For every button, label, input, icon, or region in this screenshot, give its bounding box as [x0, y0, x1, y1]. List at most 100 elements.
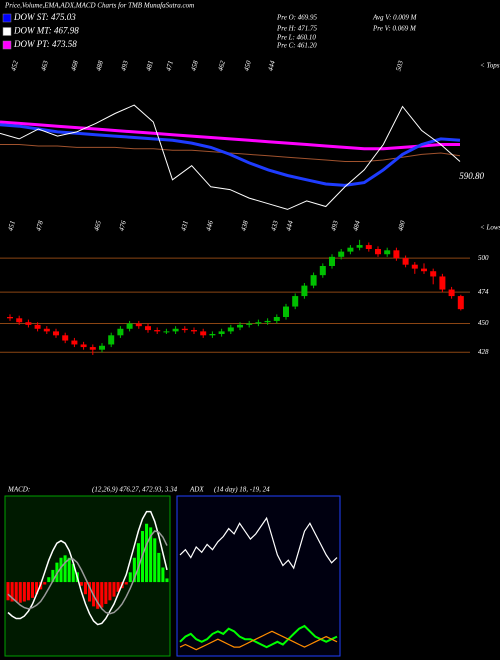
macd-bar	[100, 582, 104, 608]
candle-body	[283, 306, 289, 317]
stat-text: Pre V: 0.069 M	[372, 25, 417, 33]
candle-body	[457, 296, 464, 310]
macd-bar	[104, 582, 108, 604]
y-tick-label: 500	[478, 254, 489, 262]
top-label: 493	[119, 59, 130, 72]
candle-body	[393, 250, 400, 259]
macd-title: MACD:	[7, 486, 30, 494]
top-label: 450	[242, 59, 253, 72]
low-label: 433	[269, 219, 280, 232]
candle-body	[71, 340, 78, 345]
y-tick-label: 450	[478, 319, 489, 327]
stat-text: Pre H: 471.75	[276, 25, 317, 33]
macd-bar	[26, 582, 30, 601]
macd-bar	[136, 543, 140, 583]
macd-bar	[128, 572, 132, 583]
macd-bar	[35, 582, 39, 595]
macd-bar	[10, 582, 14, 602]
adx-line	[179, 630, 338, 651]
y-tick-label: 428	[478, 348, 489, 356]
macd-line	[7, 530, 168, 615]
macd-bar	[96, 582, 100, 609]
candle-body	[89, 347, 96, 350]
macd-bar	[71, 563, 75, 583]
top-label: 458	[189, 59, 200, 72]
macd-bar	[67, 557, 71, 583]
top-label: 481	[144, 60, 154, 72]
macd-bar	[145, 523, 149, 583]
candle-body	[172, 328, 179, 332]
candle-body	[25, 322, 32, 325]
candle-body	[319, 266, 326, 276]
legend-label: DOW PT: 473.58	[13, 39, 77, 49]
macd-bar	[153, 538, 157, 583]
legend-label: DOW ST: 475.03	[13, 12, 76, 22]
adx-title: ADX	[189, 486, 204, 494]
candle-body	[191, 330, 197, 332]
overlay-line	[0, 120, 460, 151]
lows-label: < Lows	[480, 224, 500, 232]
candle-body	[117, 328, 124, 336]
macd-bar	[161, 567, 165, 583]
macd-bar	[112, 582, 116, 597]
macd-bar	[22, 582, 26, 602]
macd-bar	[124, 582, 128, 585]
chart-title: Price,Volume,EMA,ADX,MACD Charts for TMB…	[4, 2, 194, 10]
macd-bar	[51, 569, 55, 583]
candle-body	[365, 245, 372, 249]
top-label: 488	[94, 59, 105, 72]
candle-body	[356, 245, 363, 248]
candle-body	[430, 271, 437, 277]
legend-swatch	[2, 13, 12, 23]
macd-bar	[108, 582, 112, 601]
candle-body	[145, 326, 151, 331]
tops-label: < Tops	[480, 62, 500, 70]
candle-body	[43, 328, 50, 332]
top-label: 463	[39, 59, 50, 72]
macd-bar	[43, 582, 47, 585]
candle-body	[421, 268, 427, 272]
legend-swatch	[2, 40, 12, 50]
candle-body	[163, 331, 170, 333]
top-label: 444	[266, 59, 277, 72]
candle-body	[384, 250, 391, 255]
candle-body	[439, 276, 446, 290]
candle-body	[80, 344, 87, 348]
macd-bar	[149, 527, 153, 583]
candle-body	[292, 296, 299, 307]
stat-text: Pre O: 469.95	[276, 14, 317, 22]
top-label: 452	[9, 59, 20, 72]
candle-body	[347, 247, 354, 252]
candle-body	[375, 249, 381, 255]
macd-bar	[157, 552, 161, 583]
candle-body	[200, 331, 207, 336]
candle-body	[16, 318, 23, 323]
candle-body	[34, 324, 41, 329]
macd-bar	[59, 557, 63, 583]
macd-bar	[18, 582, 22, 603]
top-label: 503	[394, 59, 405, 72]
candle-body	[338, 251, 345, 257]
macd-line	[7, 510, 168, 626]
stat-text: Pre L: 460.10	[276, 34, 316, 42]
macd-bar	[30, 582, 35, 598]
candle-body	[448, 289, 455, 297]
legend-swatch	[2, 27, 12, 36]
candle-body	[310, 275, 317, 286]
candle-body	[209, 334, 216, 336]
low-label: 438	[239, 219, 250, 232]
macd-bar	[83, 582, 87, 595]
candle-body	[53, 331, 59, 336]
macd-params: (12,26,9) 476.27, 472.93, 3.34	[92, 486, 178, 494]
low-label: 478	[34, 219, 45, 232]
adx-line	[179, 624, 338, 649]
stat-text: Avg V: 0.009 M	[372, 14, 418, 22]
legend-label: DOW MT: 467.98	[13, 26, 79, 36]
candle-body	[218, 331, 225, 334]
candle-body	[273, 317, 280, 321]
macd-bar	[47, 577, 51, 583]
macd-bar	[63, 555, 67, 583]
candle-body	[237, 324, 243, 328]
overlay-line	[0, 104, 461, 210]
